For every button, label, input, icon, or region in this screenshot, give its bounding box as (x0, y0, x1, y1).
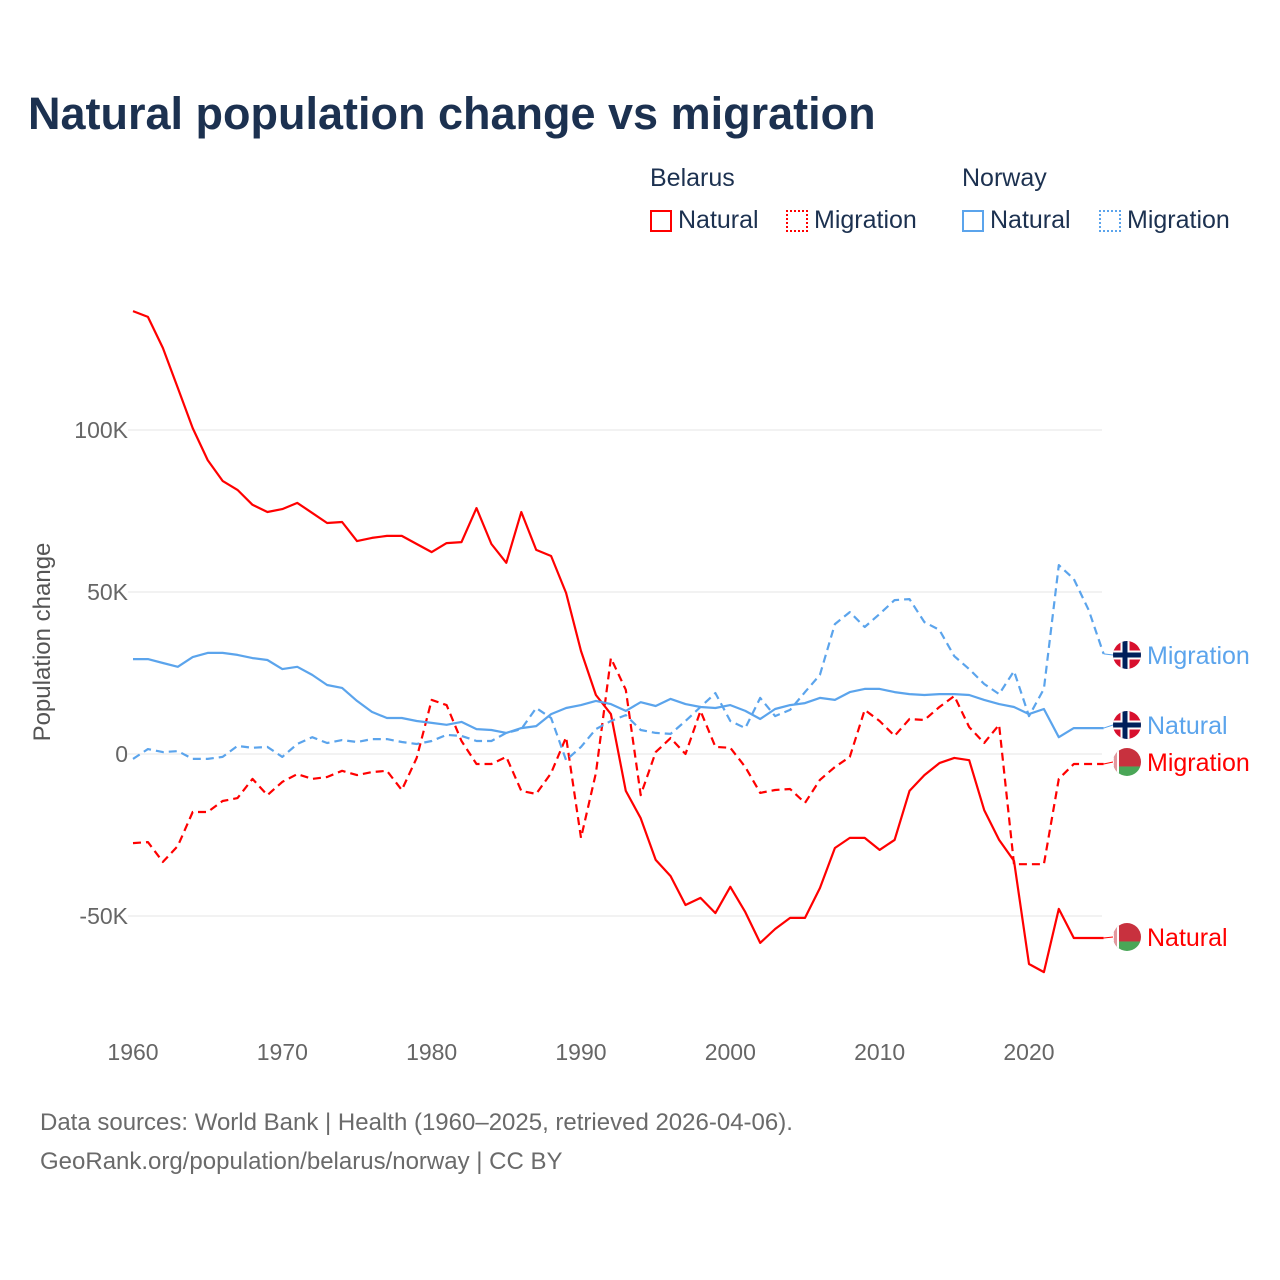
x-tick-label: 2000 (705, 1039, 756, 1065)
legend-swatch-solid (650, 209, 672, 232)
legend-label: Natural (678, 206, 759, 234)
x-tick-label: 2020 (1003, 1039, 1054, 1065)
x-tick-label: 1960 (107, 1039, 158, 1065)
end-label-connector (1103, 761, 1114, 765)
series-end-label: Migration (1147, 749, 1250, 777)
legend-swatch-dotted (786, 209, 808, 232)
end-label-connector (1103, 936, 1114, 939)
y-tick-label: -50K (79, 903, 128, 929)
legend-group-norway: Norway (962, 164, 1047, 192)
x-tick-label: 1980 (406, 1039, 457, 1065)
series-end-label: Migration (1147, 642, 1250, 670)
chart-title: Natural population change vs migration (28, 88, 876, 139)
belarus-flag-icon (1113, 923, 1141, 951)
legend-label: Migration (1127, 206, 1230, 234)
footer-attribution: GeoRank.org/population/belarus/norway | … (40, 1148, 563, 1175)
legend-belarus-migration[interactable]: Migration (786, 206, 917, 235)
series-line-norway-migration (132, 563, 1105, 762)
y-axis-label: Population change (29, 543, 56, 742)
legend-label: Migration (814, 206, 917, 234)
legend-label: Natural (990, 206, 1071, 234)
series-line-norway-natural (133, 651, 1104, 739)
legend-norway-natural[interactable]: Natural (962, 206, 1071, 235)
y-tick-label: 100K (74, 417, 128, 443)
series-end-label: Natural (1147, 712, 1228, 740)
series-line-belarus-migration (132, 656, 1104, 866)
series-end-label: Natural (1147, 924, 1228, 952)
legend-swatch-dotted (1099, 209, 1121, 232)
x-tick-label: 1990 (555, 1039, 606, 1065)
y-tick-label: 0 (115, 741, 128, 767)
footer-sources: Data sources: World Bank | Health (1960–… (40, 1109, 793, 1136)
end-label-connector (1103, 653, 1114, 656)
y-tick-label: 50K (87, 579, 129, 605)
legend-belarus-natural[interactable]: Natural (650, 206, 759, 235)
legend-norway-migration[interactable]: Migration (1099, 206, 1230, 235)
x-tick-label: 2010 (854, 1039, 905, 1065)
belarus-flag-icon (1113, 748, 1141, 776)
end-label-connector (1103, 724, 1114, 729)
series-line-belarus-natural (132, 310, 1104, 974)
x-tick-label: 1970 (257, 1039, 308, 1065)
norway-flag-icon (1113, 711, 1141, 739)
legend-group-belarus: Belarus (650, 164, 735, 192)
legend-swatch-solid (962, 209, 984, 232)
norway-flag-icon (1113, 641, 1141, 669)
